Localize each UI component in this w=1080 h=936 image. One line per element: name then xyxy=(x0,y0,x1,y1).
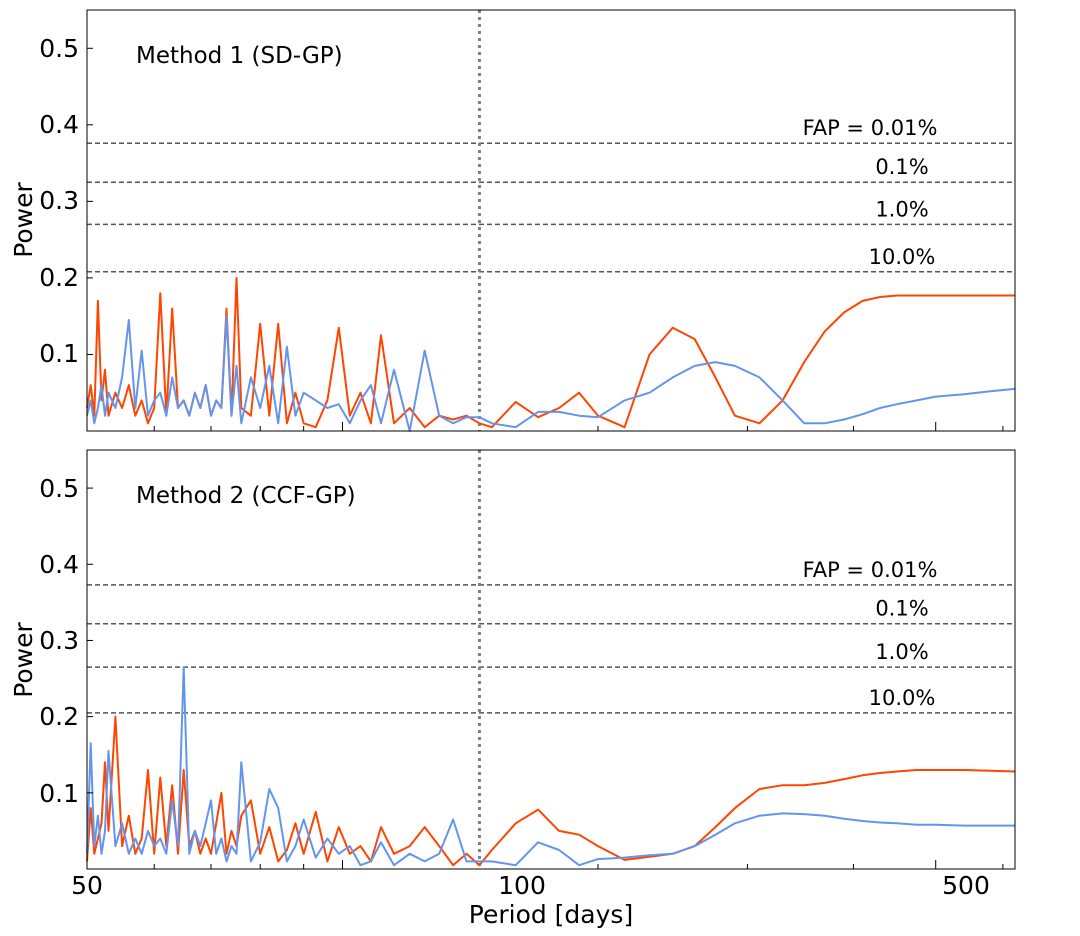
fap-label: 0.1% xyxy=(875,597,928,621)
periodogram-line-blue xyxy=(86,666,1015,867)
y-tick-label: 0.4 xyxy=(39,550,79,579)
y-axis-title-top: Power xyxy=(9,181,38,257)
plot-frame xyxy=(86,449,1016,870)
x-tick-label-100: 100 xyxy=(498,871,546,900)
x-tick-label-500: 500 xyxy=(942,871,990,900)
plot-frame xyxy=(86,9,1016,432)
y-tick-label: 0.3 xyxy=(39,626,79,655)
y-tick-label: 0.3 xyxy=(39,186,79,215)
fap-label: 1.0% xyxy=(875,197,928,221)
x-axis-title: Period [days] xyxy=(469,900,633,929)
panel-label-method-1: Method 1 (SD-GP) xyxy=(136,43,343,69)
x-tick-label-50: 50 xyxy=(71,871,103,900)
fap-label: FAP = 0.01% xyxy=(803,558,938,582)
y-tick-label: 0.1 xyxy=(39,339,79,368)
panel-method-1: FAP = 0.01% 0.1% 1.0% 10.0% xyxy=(86,9,1016,432)
y-axis-title-bottom: Power xyxy=(9,621,38,697)
periodogram-line-blue xyxy=(86,315,1016,432)
y-tick-label: 0.5 xyxy=(39,34,79,63)
fap-label: 10.0% xyxy=(869,245,936,269)
panel-method-2: FAP = 0.01% 0.1% 1.0% 10.0% xyxy=(86,449,1016,870)
panel-label-method-2: Method 2 (CCF-GP) xyxy=(136,483,356,509)
y-tick-label: 0.5 xyxy=(39,474,79,503)
y-tick-label: 0.2 xyxy=(39,702,79,731)
fap-label: 0.1% xyxy=(875,155,928,179)
y-tick-label: 0.4 xyxy=(39,110,79,139)
periodogram-line-orange xyxy=(86,276,1015,429)
fap-label: 10.0% xyxy=(869,686,936,710)
y-tick-label: 0.1 xyxy=(39,779,79,808)
fap-label: FAP = 0.01% xyxy=(803,116,938,140)
periodogram-line-orange xyxy=(86,715,1016,867)
y-tick-label: 0.2 xyxy=(39,263,79,292)
fap-label: 1.0% xyxy=(875,640,928,664)
